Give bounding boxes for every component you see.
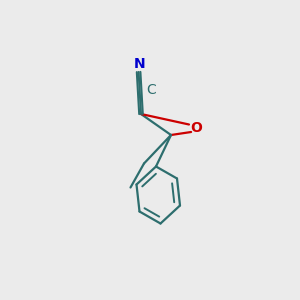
Text: C: C	[147, 83, 156, 97]
Text: O: O	[190, 121, 202, 134]
Text: N: N	[134, 58, 145, 71]
